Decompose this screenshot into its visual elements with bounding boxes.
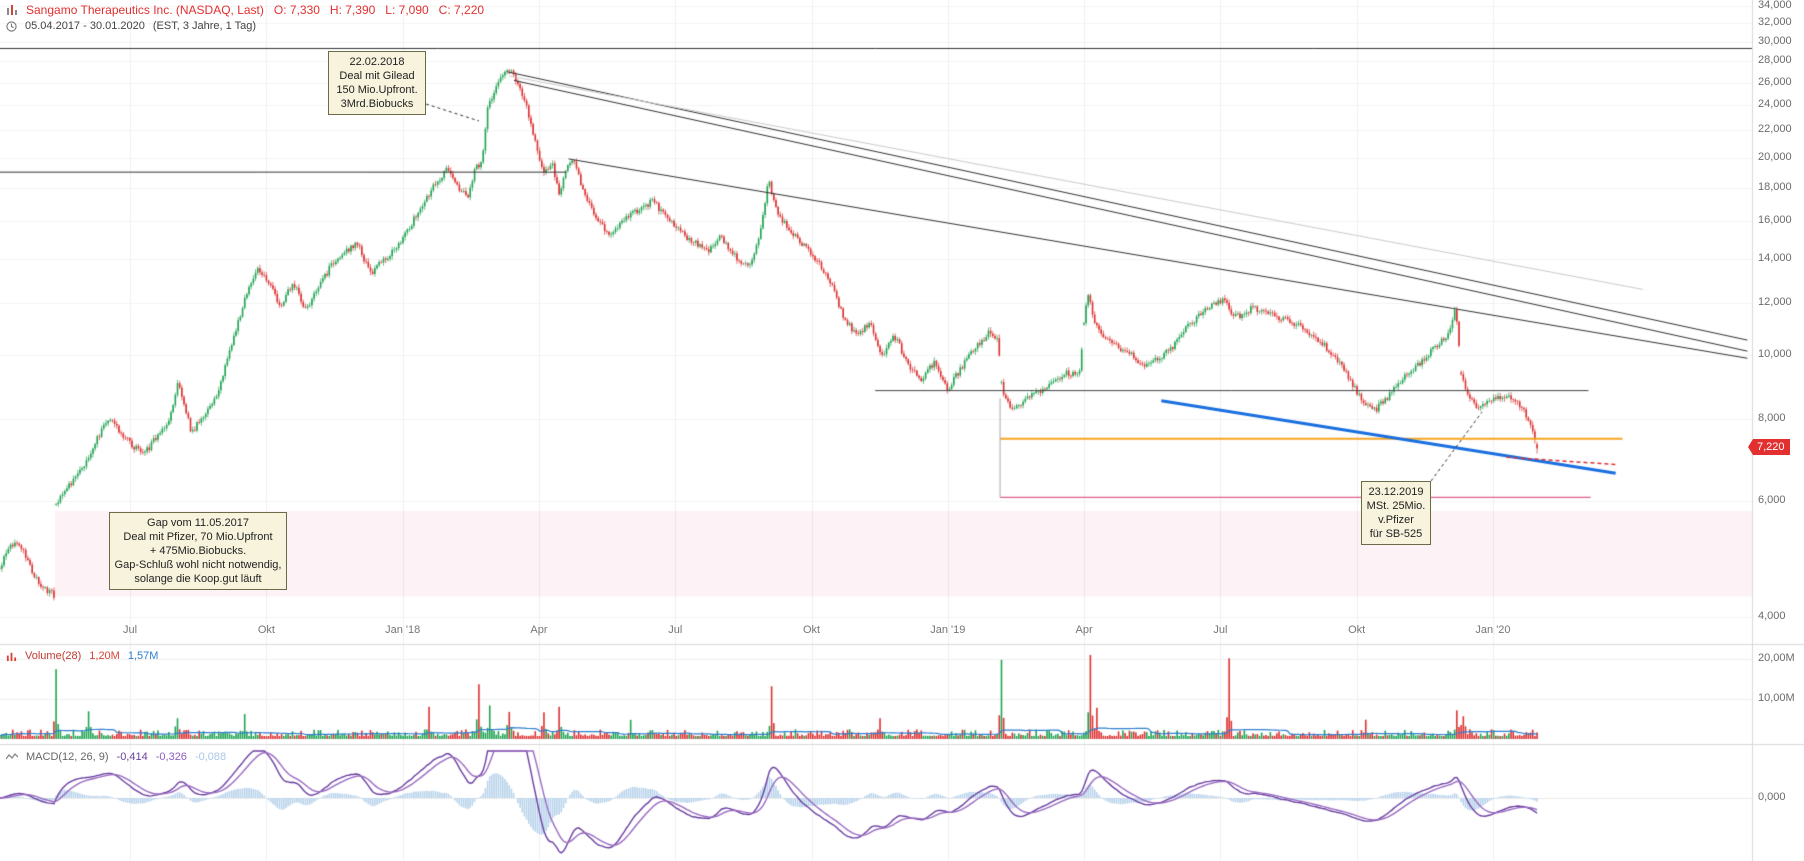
macd-signal-value: -0,326	[155, 751, 187, 763]
last-price-tag: 7,220	[1748, 439, 1790, 456]
volume-indicator-icon	[6, 651, 17, 662]
range-header: 05.04.2017 - 30.01.2020 (EST, 3 Jahre, 1…	[6, 20, 256, 32]
close-value: C: 7,220	[438, 3, 485, 17]
high-value: H: 7,390	[329, 3, 376, 17]
annotation-gilead-deal[interactable]: 22.02.2018 Deal mit Gilead 150 Mio.Upfro…	[328, 51, 426, 115]
macd-indicator-label[interactable]: MACD(12, 26, 9)	[26, 751, 109, 763]
volume-ma-value: 1,57M	[127, 650, 159, 662]
macd-hist-value: -0,088	[194, 751, 227, 763]
macd-indicator-icon	[6, 752, 18, 762]
annotation-pfizer-milestone[interactable]: 23.12.2019 MSt. 25Mio. v.Pfizer für SB-5…	[1361, 481, 1431, 545]
volume-indicator-header: Volume(28) 1,20M 1,57M	[6, 650, 158, 662]
range-params: (EST, 3 Jahre, 1 Tag)	[152, 20, 257, 32]
instrument-chart-icon	[6, 4, 18, 16]
volume-current-value: 1,20M	[89, 650, 120, 662]
open-value: O: 7,330	[273, 3, 320, 17]
volume-indicator-label[interactable]: Volume(28)	[25, 650, 82, 662]
instrument-header: Sangamo Therapeutics Inc. (NASDAQ, Last)…	[6, 3, 484, 17]
instrument-title[interactable]: Sangamo Therapeutics Inc. (NASDAQ, Last)	[26, 3, 264, 17]
macd-value: -0,414	[116, 751, 148, 763]
clock-icon	[6, 20, 17, 32]
annotation-pfizer-gap[interactable]: Gap vom 11.05.2017 Deal mit Pfizer, 70 M…	[109, 512, 287, 590]
date-range: 05.04.2017 - 30.01.2020	[25, 20, 145, 32]
low-value: L: 7,090	[385, 3, 429, 17]
macd-indicator-header: MACD(12, 26, 9) -0,414 -0,326 -0,088	[6, 751, 226, 763]
